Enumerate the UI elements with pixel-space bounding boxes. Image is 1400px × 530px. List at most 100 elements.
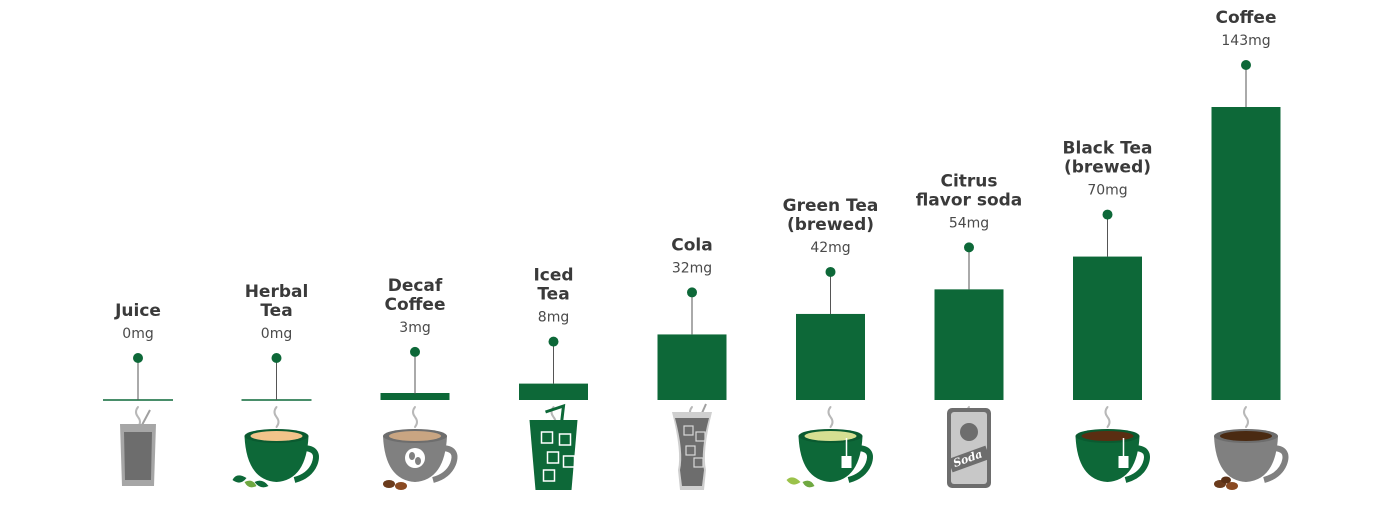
cup-body [244, 436, 309, 482]
coffee-bean-icon [1226, 482, 1238, 490]
steam-wisp [273, 406, 280, 428]
bar [380, 393, 450, 400]
soda-can-icon: Soda [947, 406, 991, 488]
value-label: 42mg [810, 240, 850, 256]
category-label: (brewed) [787, 215, 874, 235]
leaf-icon [244, 480, 257, 488]
cup-handle [847, 445, 873, 483]
steam-wisp [827, 406, 834, 428]
bar-group: 0mg Juice [103, 301, 173, 401]
category-label: Coffee [1216, 8, 1277, 28]
category-label: (brewed) [1064, 158, 1151, 178]
ice-cube [546, 451, 560, 464]
can-logo [960, 423, 978, 441]
coffee-bean-icon [1221, 476, 1231, 484]
cup-liquid [1220, 431, 1272, 441]
marker-dot [133, 353, 143, 363]
leaf-icon [786, 477, 801, 485]
bar [519, 383, 588, 400]
category-label: Iced [533, 266, 573, 286]
coffee-bean-icon [395, 482, 407, 490]
black-tea-cup-icon [1075, 406, 1150, 483]
leaf-icon [254, 480, 269, 488]
marker-dot [271, 353, 282, 363]
category-label: Juice [114, 301, 161, 321]
juice-glass-icon [120, 406, 156, 486]
cup-handle [1124, 445, 1150, 483]
cup-handle [1263, 445, 1289, 483]
ice-cube [540, 431, 554, 444]
teabag-tag [841, 456, 852, 468]
value-label: 70mg [1087, 183, 1127, 199]
cup-liquid [1081, 431, 1134, 441]
straw [141, 409, 151, 426]
value-label: 143mg [1221, 33, 1270, 49]
category-label: Cola [671, 235, 712, 255]
bar [934, 289, 1004, 400]
marker-dot [964, 242, 974, 253]
cup-handle [432, 445, 458, 483]
value-label: 54mg [949, 215, 989, 231]
bar-group: 42mg Green Tea(brewed) [783, 196, 879, 400]
bar [657, 334, 727, 400]
leaf-icon [232, 475, 247, 483]
bar [796, 313, 865, 400]
cup-logo-bean [409, 452, 415, 460]
ice-cube [685, 445, 696, 456]
ice-cube [542, 469, 556, 482]
teabag-tag [1118, 456, 1129, 468]
can-band [947, 445, 991, 473]
marker-dot [1241, 60, 1251, 70]
green-tea-cup-icon [786, 406, 873, 488]
decaf-coffee-cup-icon [383, 406, 458, 490]
cup-liquid [250, 431, 303, 441]
category-label: Decaf [388, 276, 443, 296]
bar-group: 70mg Black Tea(brewed) [1063, 139, 1153, 400]
steam-wisp [1243, 406, 1249, 428]
marker-dot [410, 346, 420, 357]
marker-dot [1102, 209, 1113, 220]
bar-group: 143mg Coffee [1211, 8, 1281, 400]
ice-cube [558, 433, 572, 446]
category-label: Tea [537, 285, 569, 305]
steam-wisp [412, 406, 418, 428]
leaf-icon [802, 480, 815, 488]
cup-logo [405, 448, 425, 468]
marker-dot [548, 336, 559, 347]
value-label: 3mg [399, 320, 430, 336]
category-label: flavor soda [916, 190, 1023, 210]
marker-dot [687, 287, 697, 298]
coffee-bean-icon [383, 480, 395, 488]
category-label: Coffee [385, 295, 446, 315]
glass-liquid [529, 420, 578, 490]
ice-cube [562, 455, 576, 468]
steam-wisp [1104, 406, 1111, 428]
bar-group: 32mg Cola [657, 235, 727, 400]
value-label: 32mg [672, 260, 712, 276]
ice-cube [693, 457, 704, 468]
cup-handle [293, 445, 319, 483]
bar [1211, 107, 1281, 400]
glass-liquid [124, 432, 152, 480]
herbal-tea-cup-icon [232, 406, 319, 488]
bar [1073, 256, 1142, 400]
coffee-cup-icon [1214, 406, 1289, 490]
category-label: Black Tea [1063, 139, 1153, 159]
marker-dot [825, 266, 836, 277]
category-label: Tea [260, 301, 292, 321]
cup-body [1214, 436, 1278, 482]
value-label: 0mg [122, 326, 153, 342]
ice-cube [695, 431, 706, 442]
cup-liquid [389, 431, 441, 441]
value-label: 0mg [261, 326, 292, 342]
category-label: Citrus [940, 171, 997, 191]
category-label: Green Tea [783, 196, 879, 216]
cup-logo-bean [415, 457, 421, 465]
iced-tea-glass-icon [529, 403, 578, 490]
cola-glass-icon [672, 403, 712, 490]
